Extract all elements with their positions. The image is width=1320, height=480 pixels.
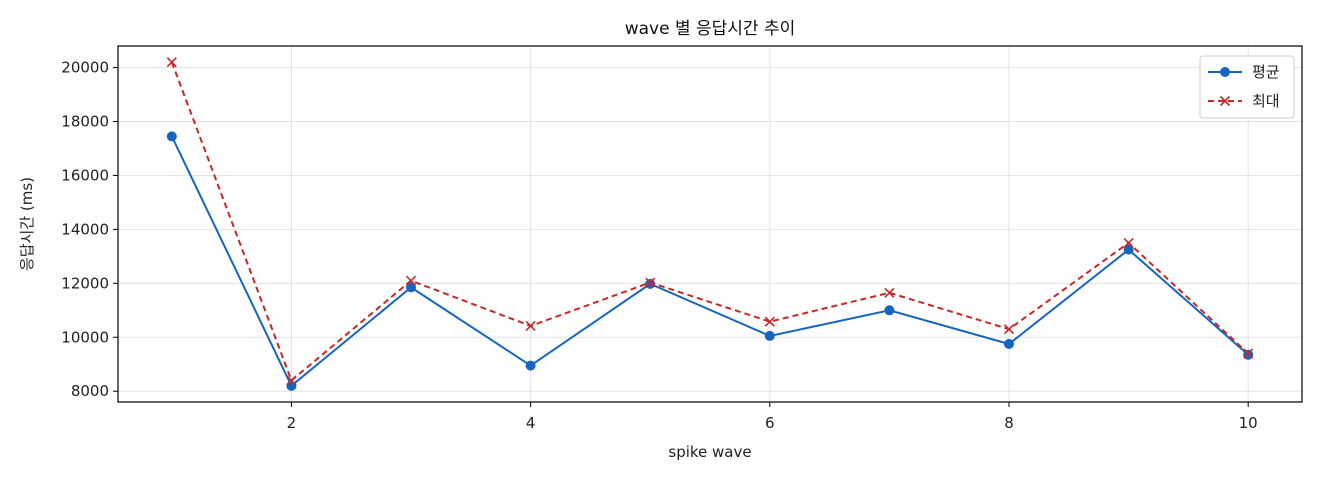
x-axis-title: spike wave (668, 443, 751, 461)
plot-frame (117, 45, 1303, 403)
series-line (170, 61, 1249, 383)
legend-item: 평균 (1208, 63, 1280, 81)
ticks: 2 4 6 8 10 8000 10000 12000 14000 16000 18000 20000 (61, 59, 1257, 432)
y-tick-label: 14000 (61, 220, 109, 238)
data-point (1003, 339, 1014, 350)
data-point (166, 57, 177, 68)
x-tick-label: 10 (1239, 414, 1258, 432)
legend-label: 최대 (1252, 92, 1280, 110)
series-line (170, 135, 1249, 388)
data-point (286, 380, 297, 391)
x-tick-label: 6 (765, 414, 775, 432)
data-point (1243, 348, 1254, 359)
y-axis-title: 응답시간 (ms) (18, 177, 36, 271)
series-1 (166, 131, 1254, 391)
legend-label: 평균 (1252, 63, 1280, 81)
x-tick-label: 2 (287, 414, 297, 432)
legend-item: 최대 (1208, 92, 1280, 110)
y-tick-label: 10000 (61, 328, 109, 346)
data-point (764, 316, 775, 327)
data-point (525, 320, 536, 332)
data-point (525, 360, 536, 371)
data-point (764, 330, 775, 341)
data-point (645, 277, 656, 288)
data-point (286, 375, 297, 386)
legend-box (1199, 55, 1295, 119)
y-tick-label: 12000 (61, 274, 109, 292)
data-point (1123, 237, 1134, 248)
y-tick-label: 20000 (61, 59, 109, 77)
x-tick-label: 4 (526, 414, 536, 432)
y-tick-label: 8000 (71, 382, 109, 400)
legend-marker (1219, 95, 1231, 107)
data-point (406, 282, 417, 293)
y-tick-label: 16000 (61, 166, 109, 184)
data-point (645, 278, 656, 289)
data-point (166, 131, 177, 142)
data-point (1123, 244, 1134, 255)
data-point (884, 287, 895, 298)
data-point (884, 305, 895, 316)
legend-marker (1220, 67, 1230, 77)
series-layer (166, 57, 1254, 391)
y-tick-label: 18000 (61, 113, 109, 131)
grid (118, 46, 1302, 402)
chart-title: wave 별 응답시간 추이 (625, 19, 796, 39)
x-tick-label: 8 (1004, 414, 1014, 432)
series-2 (166, 57, 1254, 386)
data-point (1003, 324, 1015, 335)
data-point (405, 275, 417, 286)
